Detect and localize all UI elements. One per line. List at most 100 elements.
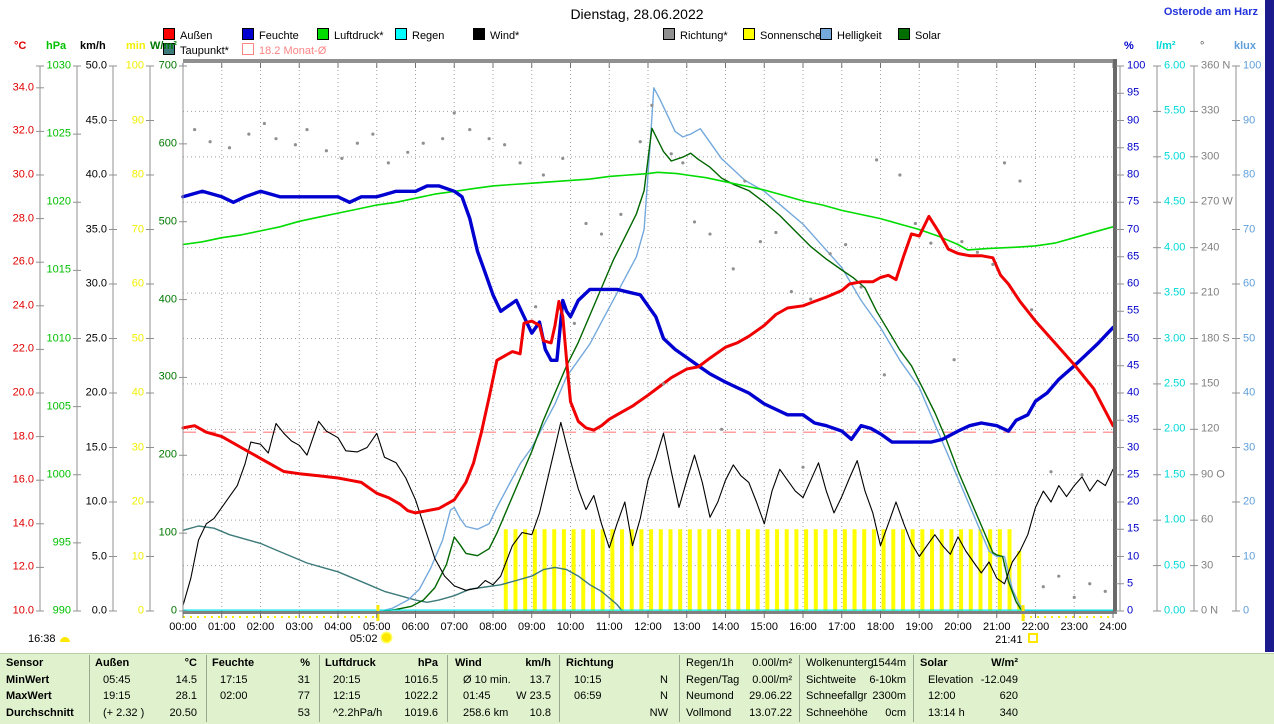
axis-temp-tick-label: 20.0 [12,386,34,399]
direction-dot [561,156,565,160]
direction-dot [355,141,359,145]
direction-dot [305,127,309,132]
legend-item-label: Feuchte [259,30,299,42]
sunshine-bar [649,529,654,611]
axis-temp-tick-label: 16.0 [12,473,34,486]
table-cell-value: 14.5 [175,673,197,686]
axis-deg-tick-label: 240 [1201,241,1220,254]
axis-klux-tick-label: 30 [1243,441,1256,453]
time-axis-label: 22:00 [1021,621,1050,633]
table-cell-value: 1016.5 [404,673,438,686]
time-axis-label: 02:00 [246,621,275,633]
axis-lm2-tick-label: 2.50 [1164,377,1186,390]
direction-dot [518,161,522,165]
direction-dot [681,161,685,165]
axis-temp-tick-label: 10.0 [12,604,34,617]
axis-sunmin-tick-label: 10 [131,550,144,562]
axis-percent-tick-label: 60 [1127,277,1140,290]
axis-kmh-tick-label: 35.0 [85,223,107,235]
table-cell-value: N [660,673,668,686]
time-axis-label: 09:00 [517,621,546,633]
table-cell-label: Neumond [686,690,734,702]
direction-dot [619,212,623,216]
axis-kmh-tick-label: 30.0 [85,277,107,290]
time-axis-label: 03:00 [285,621,314,633]
time-axis-label: 19:00 [905,621,934,633]
time-axis-label: 01:00 [207,621,236,633]
table-col-header: Wolkenunterg [806,657,874,669]
axis-temp-tick-label: 12.0 [12,560,34,573]
direction-dot [661,382,666,386]
axis-klux-tick-label: 40 [1243,386,1256,399]
sunshine-bar [542,529,547,611]
axis-klux-tick-label: 0 [1243,604,1250,617]
legend-item-label: 18.2 Monat-Ø [259,45,327,57]
table-cell-label: Vollmond [686,706,732,719]
axis-lm2-tick-label: 0.00 [1164,604,1186,617]
axis-deg-tick-label: 120 [1201,422,1220,435]
table-col-unit: km/h [525,657,551,669]
direction-dot [1030,308,1034,312]
direction-dot [638,140,642,144]
axis-lm2-tick-label: 2.00 [1164,422,1186,435]
axis-percent-tick-label: 90 [1127,114,1140,126]
station-location: Osterode am Harz [1163,6,1258,18]
window-right-border [1265,0,1274,652]
axis-percent-tick-label: 75 [1127,195,1140,208]
axis-deg-tick-label: 90 O [1201,468,1225,481]
direction-dot [262,121,266,126]
axis-percent-tick-label: 30 [1127,441,1140,453]
axis-percent-tick-label: 55 [1127,304,1140,317]
table-col-header: Feuchte [212,657,255,669]
table-cell-value: 0.00l/m² [752,673,792,686]
axis-wm2-tick-label: 500 [158,215,177,228]
direction-dot [227,146,232,150]
time-axis-label: 20:00 [944,621,972,633]
legend-swatch-icon [242,43,254,55]
legend-item: 18.2 Monat-Ø [242,43,327,57]
sunshine-bar [968,529,973,611]
axis-percent-tick-label: 15 [1127,522,1140,535]
legend-item: Regen [395,28,444,42]
legend-item: Wind* [473,28,519,42]
axis-lm2-tick-label: 6.00 [1164,59,1186,72]
table-cell-value: 20.50 [169,706,197,719]
sunshine-bar [842,529,847,611]
legend-item: Richtung* [663,28,728,42]
legend-swatch-icon [242,28,254,40]
sunshine-bar [930,529,935,611]
sunshine-bar [503,529,508,611]
axis-hpa-tick-label: 1025 [46,127,71,140]
axis-deg-tick-label: 180 S [1201,332,1230,344]
sunshine-bar [687,529,692,611]
axis-lm2-tick-label: 1.50 [1164,468,1186,481]
time-axis-label: 00:00 [169,621,197,633]
sunshine-bar [736,529,741,611]
direction-dot [991,262,995,266]
legend-swatch-icon [820,28,832,40]
direction-dot [371,132,375,136]
sunshine-bar [891,529,896,611]
direction-dot [247,132,251,136]
direction-dot [960,240,964,244]
axis-lm2-tick-label: 3.50 [1164,286,1186,299]
time-axis-label: 18:00 [866,621,895,633]
table-cell-value: 340 [999,706,1018,719]
axis-sunmin-tick-label: 30 [131,441,144,453]
legend-item: Helligkeit [820,28,882,42]
time-axis-label: 24:00 [1099,621,1127,633]
table-row-label: Sensor [6,657,44,669]
table-cell-value: W 23.5 [516,690,551,702]
time-axis-label: 14:00 [711,621,740,633]
table-cell-value: NW [649,706,668,719]
table-cell-label: 13:14 h [928,706,965,719]
direction-dot [708,232,712,236]
sunshine-bar [833,529,838,611]
axis-temp-tick-label: 34.0 [12,81,34,94]
direction-dot [875,158,879,162]
table-cell-value: 620 [999,690,1018,702]
axis-deg-tick-label: 60 [1201,513,1214,526]
direction-dot [468,127,472,132]
direction-dot [669,152,673,156]
sunshine-bar [610,529,615,611]
